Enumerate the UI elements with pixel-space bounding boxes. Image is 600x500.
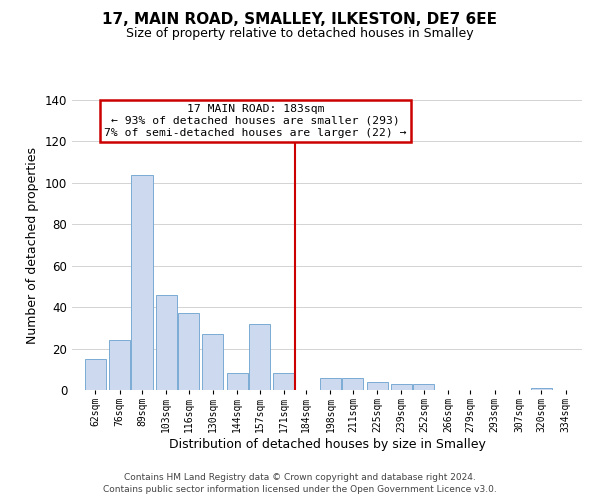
Bar bbox=[178, 314, 199, 390]
Text: Contains public sector information licensed under the Open Government Licence v3: Contains public sector information licen… bbox=[103, 485, 497, 494]
Bar bbox=[155, 294, 177, 390]
Bar bbox=[273, 374, 295, 390]
Text: Size of property relative to detached houses in Smalley: Size of property relative to detached ho… bbox=[126, 28, 474, 40]
Bar bbox=[202, 334, 223, 390]
Bar bbox=[85, 359, 106, 390]
Bar bbox=[391, 384, 412, 390]
Bar bbox=[227, 374, 248, 390]
Bar bbox=[320, 378, 341, 390]
Bar bbox=[249, 324, 270, 390]
Bar bbox=[531, 388, 552, 390]
Y-axis label: Number of detached properties: Number of detached properties bbox=[26, 146, 39, 344]
X-axis label: Distribution of detached houses by size in Smalley: Distribution of detached houses by size … bbox=[169, 438, 485, 451]
Bar bbox=[413, 384, 434, 390]
Text: 17 MAIN ROAD: 183sqm
← 93% of detached houses are smaller (293)
7% of semi-detac: 17 MAIN ROAD: 183sqm ← 93% of detached h… bbox=[104, 104, 407, 138]
Text: 17, MAIN ROAD, SMALLEY, ILKESTON, DE7 6EE: 17, MAIN ROAD, SMALLEY, ILKESTON, DE7 6E… bbox=[103, 12, 497, 28]
Bar bbox=[367, 382, 388, 390]
Bar bbox=[131, 174, 152, 390]
Text: Contains HM Land Registry data © Crown copyright and database right 2024.: Contains HM Land Registry data © Crown c… bbox=[124, 472, 476, 482]
Bar bbox=[109, 340, 130, 390]
Bar bbox=[343, 378, 364, 390]
